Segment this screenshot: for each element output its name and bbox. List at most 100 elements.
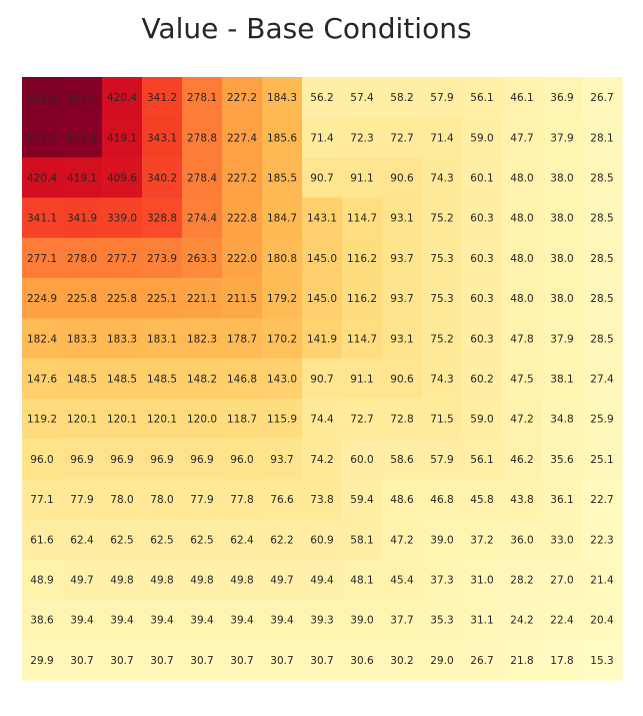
heatmap-cell-label: 62.5 bbox=[190, 534, 213, 546]
heatmap-cell-r8-c1 bbox=[62, 398, 103, 440]
heatmap-cell-label: 148.5 bbox=[147, 374, 177, 386]
heatmap-cell-r1-c6 bbox=[262, 117, 303, 158]
heatmap-cell-r7-c3 bbox=[142, 358, 183, 400]
heatmap-cell-label: 30.2 bbox=[390, 655, 413, 667]
heatmap-cell-label: 39.4 bbox=[110, 615, 134, 627]
heatmap-cell-r7-c5 bbox=[222, 358, 263, 400]
heatmap-cell-label: 146.8 bbox=[227, 374, 257, 386]
heatmap-cell-label: 93.7 bbox=[270, 454, 293, 466]
heatmap-cell-label: 30.6 bbox=[350, 655, 374, 667]
heatmap-cell-label: 56.2 bbox=[310, 92, 333, 104]
heatmap-cell-label: 419.1 bbox=[107, 132, 137, 144]
heatmap-cell-label: 26.7 bbox=[470, 655, 493, 667]
heatmap-cell-label: 182.3 bbox=[187, 333, 217, 345]
heatmap-cell-label: 517.7 bbox=[67, 92, 97, 104]
heatmap-cell-r3-c2 bbox=[102, 197, 143, 239]
heatmap-cell-label: 59.0 bbox=[470, 414, 493, 426]
heatmap-cell-label: 49.8 bbox=[110, 575, 133, 587]
heatmap-cell-label: 33.0 bbox=[550, 534, 573, 546]
heatmap-cell-label: 26.7 bbox=[590, 92, 613, 104]
heatmap-cell-r7-c11 bbox=[462, 358, 503, 400]
heatmap-cell-label: 25.1 bbox=[590, 454, 613, 466]
heatmap-cell-label: 57.9 bbox=[430, 92, 453, 104]
heatmap-cell-label: 273.9 bbox=[147, 253, 177, 265]
heatmap-cell-r6-c14 bbox=[582, 318, 623, 359]
heatmap-cell-r4-c6 bbox=[262, 237, 303, 279]
heatmap-cell-r11-c11 bbox=[462, 519, 503, 560]
heatmap-cell-label: 75.3 bbox=[430, 293, 453, 305]
heatmap-cell-label: 37.9 bbox=[550, 333, 573, 345]
heatmap-cell-label: 60.2 bbox=[470, 374, 493, 386]
heatmap-cell-r1-c4 bbox=[182, 117, 223, 158]
heatmap-cell-label: 46.8 bbox=[430, 494, 453, 506]
heatmap-cell-r9-c7 bbox=[302, 438, 343, 480]
heatmap-cell-label: 78.0 bbox=[110, 494, 133, 506]
heatmap-cell-label: 43.8 bbox=[510, 494, 533, 506]
heatmap-cell-r10-c10 bbox=[422, 479, 463, 520]
heatmap-cell-label: 56.1 bbox=[470, 92, 493, 104]
heatmap-cell-r11-c13 bbox=[542, 519, 583, 560]
heatmap-cell-r10-c0 bbox=[22, 479, 63, 520]
heatmap-cell-r13-c0 bbox=[22, 599, 63, 641]
heatmap-cell-label: 74.2 bbox=[310, 454, 333, 466]
heatmap-cell-r8-c12 bbox=[502, 398, 543, 440]
heatmap-cell-label: 30.7 bbox=[110, 655, 133, 667]
heatmap-cell-label: 28.5 bbox=[590, 253, 613, 265]
heatmap-cell-label: 143.0 bbox=[267, 374, 297, 386]
heatmap-cell-label: 28.5 bbox=[590, 293, 613, 305]
heatmap-cell-label: 60.3 bbox=[470, 253, 493, 265]
heatmap-cell-label: 37.9 bbox=[550, 132, 573, 144]
heatmap-cell-r4-c13 bbox=[542, 237, 583, 279]
heatmap-cell-r10-c4 bbox=[182, 479, 223, 520]
heatmap-cell-r2-c8 bbox=[342, 157, 383, 199]
heatmap-cell-r5-c3 bbox=[142, 278, 183, 319]
heatmap-cell-r12-c10 bbox=[422, 559, 463, 601]
heatmap-cell-label: 47.5 bbox=[510, 374, 533, 386]
heatmap-cell-r2-c12 bbox=[502, 157, 543, 199]
heatmap-cell-r0-c8 bbox=[342, 77, 383, 118]
heatmap-cell-label: 90.6 bbox=[390, 173, 414, 185]
heatmap-cell-label: 114.7 bbox=[347, 213, 377, 225]
heatmap-cell-r5-c4 bbox=[182, 278, 223, 319]
heatmap-cell-label: 341.2 bbox=[147, 92, 177, 104]
heatmap-cell-r3-c7 bbox=[302, 197, 343, 239]
heatmap-cell-r3-c10 bbox=[422, 197, 463, 239]
heatmap-cell-label: 420.4 bbox=[27, 173, 57, 185]
heatmap-cell-label: 48.1 bbox=[350, 575, 373, 587]
heatmap-cell-r0-c14 bbox=[582, 77, 623, 118]
heatmap-cell-label: 37.2 bbox=[470, 534, 493, 546]
heatmap-cell-label: 90.7 bbox=[310, 173, 333, 185]
heatmap-cell-label: 77.1 bbox=[30, 494, 53, 506]
heatmap-cell-r12-c9 bbox=[382, 559, 423, 601]
heatmap-cell-label: 30.7 bbox=[230, 655, 253, 667]
heatmap-cell-label: 30.7 bbox=[70, 655, 93, 667]
heatmap-cell-r13-c14 bbox=[582, 599, 623, 641]
heatmap-cell-r1-c1 bbox=[62, 117, 103, 158]
heatmap-cell-r13-c11 bbox=[462, 599, 503, 641]
heatmap-cell-label: 47.8 bbox=[510, 333, 533, 345]
heatmap-cell-r10-c14 bbox=[582, 479, 623, 520]
heatmap-cell-r10-c7 bbox=[302, 479, 343, 520]
heatmap-cell-r7-c9 bbox=[382, 358, 423, 400]
heatmap-cell-r8-c4 bbox=[182, 398, 223, 440]
heatmap-cell-label: 96.9 bbox=[110, 454, 133, 466]
heatmap-cell-label: 96.0 bbox=[230, 454, 253, 466]
heatmap-cell-label: 45.8 bbox=[470, 494, 493, 506]
heatmap-cell-r12-c7 bbox=[302, 559, 343, 601]
heatmap-cell-label: 278.4 bbox=[187, 173, 217, 185]
heatmap-cell-label: 28.5 bbox=[590, 213, 613, 225]
heatmap-cell-r14-c9 bbox=[382, 639, 423, 681]
heatmap-cell-label: 37.3 bbox=[430, 575, 453, 587]
heatmap-cell-r3-c12 bbox=[502, 197, 543, 239]
heatmap-cell-label: 182.4 bbox=[27, 333, 57, 345]
heatmap-cell-r5-c6 bbox=[262, 278, 303, 319]
heatmap-cell-r1-c12 bbox=[502, 117, 543, 158]
heatmap-cell-r4-c0 bbox=[22, 237, 63, 279]
heatmap-cell-r5-c13 bbox=[542, 278, 583, 319]
heatmap-cell-r0-c1 bbox=[62, 77, 103, 118]
heatmap-cell-label: 72.8 bbox=[390, 414, 413, 426]
heatmap-cell-label: 93.7 bbox=[390, 293, 413, 305]
heatmap-cell-label: 38.6 bbox=[30, 615, 54, 627]
heatmap-cell-r0-c5 bbox=[222, 77, 263, 118]
heatmap-cell-r5-c2 bbox=[102, 278, 143, 319]
